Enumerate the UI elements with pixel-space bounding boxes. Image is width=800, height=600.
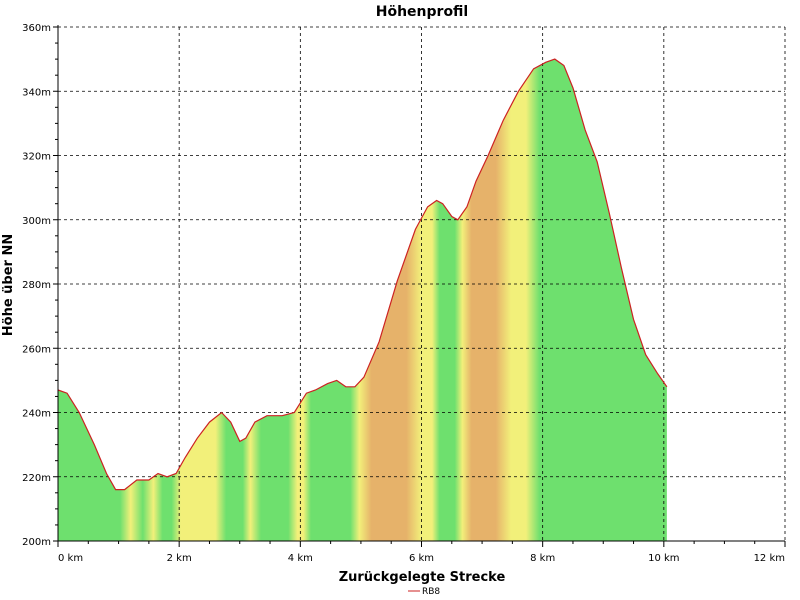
y-tick-label: 320m bbox=[22, 152, 51, 163]
x-tick-label: 2 km bbox=[167, 553, 192, 564]
y-tick-label: 200m bbox=[22, 537, 51, 548]
y-tick-label: 260m bbox=[22, 344, 51, 355]
y-tick-label: 360m bbox=[22, 23, 51, 34]
x-tick-label: 12 km bbox=[754, 553, 785, 564]
elevation-fill bbox=[58, 59, 667, 541]
y-tick-label: 280m bbox=[22, 280, 51, 291]
series-line-group bbox=[57, 58, 668, 491]
y-tick-label: 300m bbox=[22, 216, 51, 227]
y-axis-title: Höhe über NN bbox=[1, 234, 16, 336]
x-tick-label: 0 km bbox=[58, 553, 83, 564]
x-tick-label: 10 km bbox=[648, 553, 679, 564]
x-tick-label: 4 km bbox=[288, 553, 313, 564]
series-line-rb8 bbox=[57, 58, 668, 491]
legend-label: RB8 bbox=[422, 587, 440, 597]
legend: RB8 bbox=[408, 587, 440, 597]
chart-title: Höhenprofil bbox=[376, 4, 468, 20]
axes bbox=[53, 25, 786, 547]
y-tick-label: 340m bbox=[22, 87, 51, 98]
y-tick-label: 220m bbox=[22, 473, 51, 484]
grid bbox=[58, 26, 786, 541]
x-tick-label: 8 km bbox=[530, 553, 555, 564]
x-tick-label: 6 km bbox=[409, 553, 434, 564]
x-axis-title: Zurückgelegte Strecke bbox=[339, 570, 506, 585]
tick-labels: 200m 220m 240m 260m 280m 300m 320m 340m 360m 0 km… bbox=[22, 23, 785, 564]
y-tick-label: 240m bbox=[22, 409, 51, 420]
elevation-area bbox=[58, 59, 667, 541]
